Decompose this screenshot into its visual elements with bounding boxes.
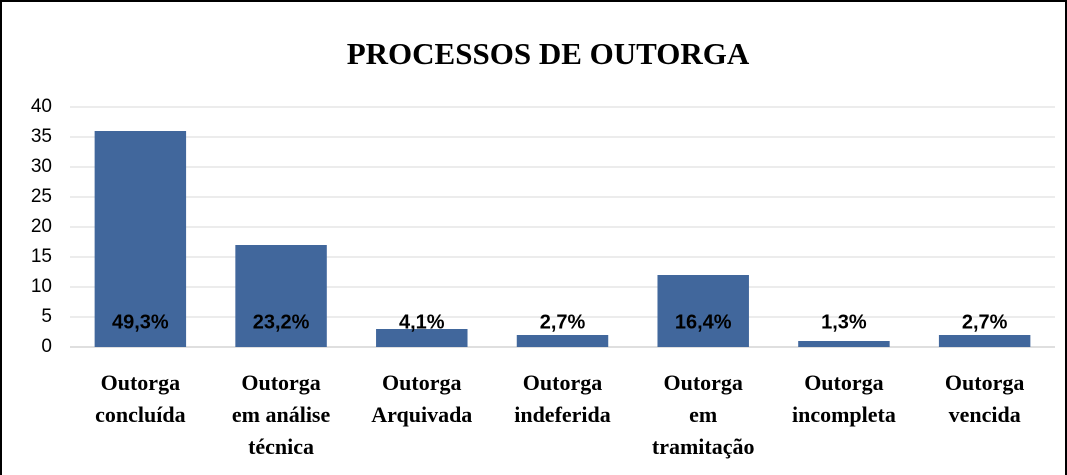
bar (657, 275, 749, 347)
chart-title: PROCESSOS DE OUTORGA (347, 36, 750, 71)
data-label: 23,2% (253, 311, 310, 333)
x-tick-label-line: Outorga (523, 370, 602, 395)
x-tick-label-line: em análise (232, 402, 331, 427)
y-tick-label: 10 (31, 276, 52, 297)
data-label: 2,7% (962, 311, 1008, 333)
bar (376, 329, 468, 347)
y-tick-label: 25 (31, 186, 52, 207)
x-tick-label-line: indeferida (514, 402, 611, 427)
x-tick-label-line: tramitação (652, 434, 755, 459)
bar (235, 245, 327, 347)
y-tick-label: 35 (31, 126, 52, 147)
x-tick-label-line: Outorga (804, 370, 883, 395)
y-tick-label: 40 (31, 96, 52, 117)
x-tick-label: Outorga concluída (95, 370, 185, 427)
x-tick-label: Outorga incompleta (792, 370, 896, 427)
x-tick-label-line: Outorga (945, 370, 1024, 395)
data-label: 49,3% (112, 311, 169, 333)
bar (516, 335, 609, 347)
bar (94, 131, 187, 347)
data-label: 1,3% (821, 311, 867, 333)
y-tick-label: 30 (31, 156, 52, 177)
x-tick-label-line: Outorga (241, 370, 320, 395)
x-tick-label-line: técnica (248, 434, 314, 459)
data-label: 4,1% (399, 311, 445, 333)
y-tick-label: 20 (31, 216, 52, 237)
x-tick-label-line: Arquivada (371, 402, 472, 427)
x-tick-label: Outorga em tramitação (652, 370, 755, 459)
bar (938, 335, 1031, 347)
y-tick-label: 5 (41, 306, 52, 327)
x-tick-label-line: Outorga (663, 370, 742, 395)
x-tick-label-line: em (689, 402, 717, 427)
x-tick-label: Outorga em análise técnica (232, 370, 331, 459)
y-tick-label: 0 (41, 336, 52, 357)
x-tick-label-line: Outorga (382, 370, 461, 395)
x-tick-label-line: Outorga (101, 370, 180, 395)
x-tick-label-line: incompleta (792, 402, 896, 427)
y-tick-label: 15 (31, 246, 52, 267)
x-tick-label-line: concluída (95, 402, 185, 427)
x-tick-label: Outorga indeferida (514, 370, 611, 427)
x-tick-label: Outorga vencida (945, 370, 1024, 427)
data-label: 16,4% (675, 311, 732, 333)
x-tick-label: Outorga Arquivada (371, 370, 472, 427)
data-label: 2,7% (540, 311, 586, 333)
bar (798, 341, 890, 347)
x-tick-label-line: vencida (949, 402, 1021, 427)
